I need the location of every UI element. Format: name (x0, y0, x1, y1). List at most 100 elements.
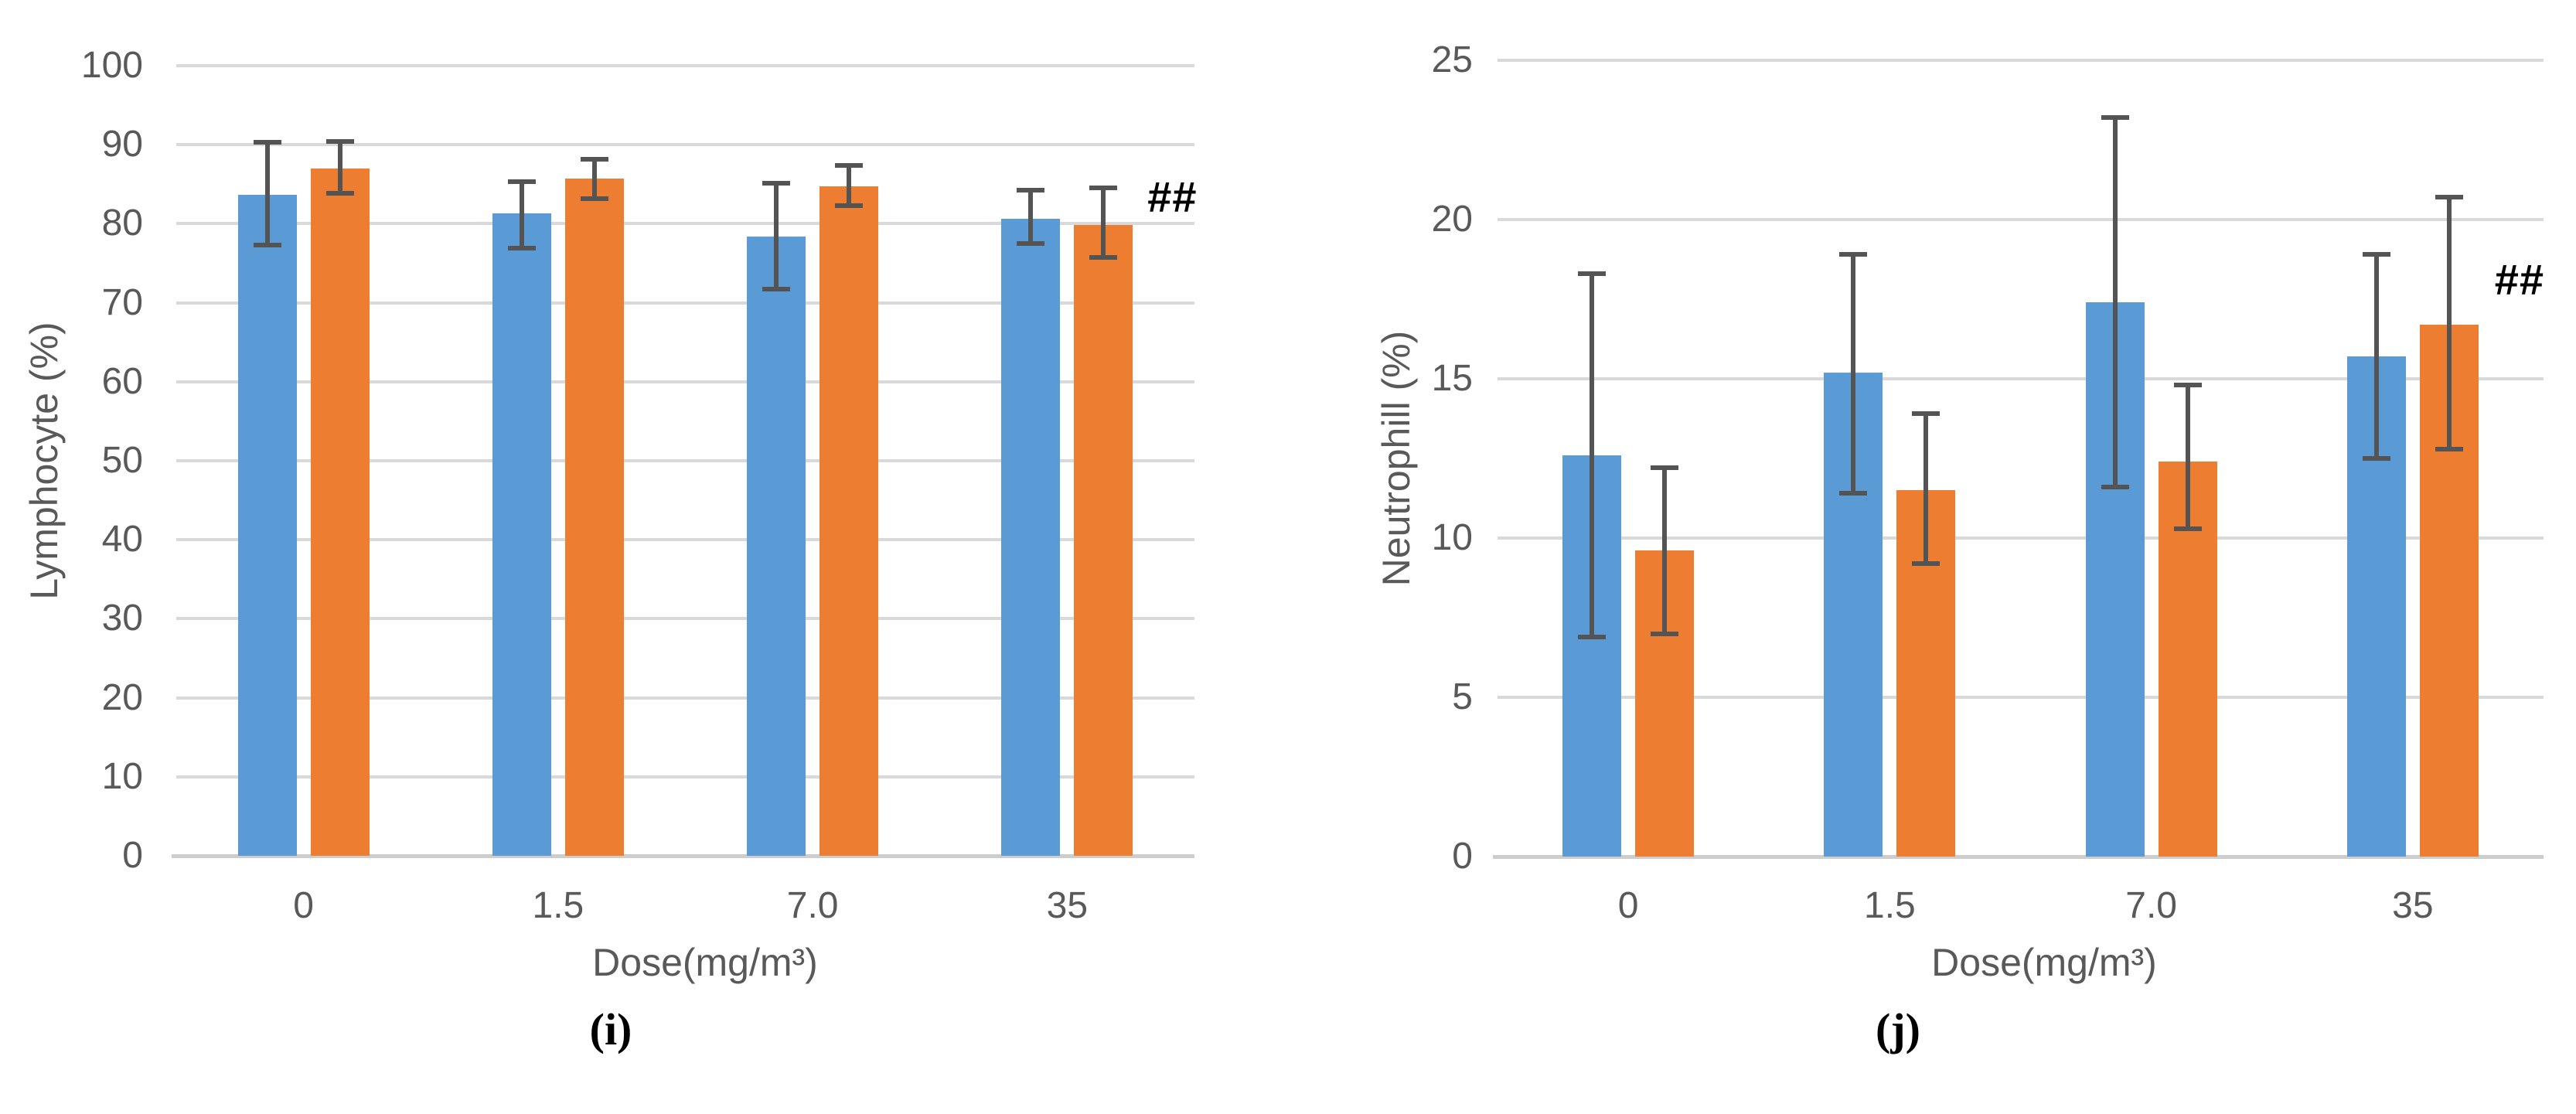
y-tick-label: 100 (80, 45, 143, 86)
gridline-90 (176, 143, 1194, 147)
panel-label-j: (j) (1876, 1004, 1920, 1054)
gridline-20 (176, 696, 1194, 700)
bar-blue-group-0 (237, 194, 297, 856)
error-bar-line (774, 183, 779, 290)
error-bar-cap-bottom (2101, 485, 2129, 490)
error-bar-cap-bottom (325, 190, 354, 196)
error-bar-cap-bottom (1017, 240, 1045, 246)
error-bar-cap-top (2173, 383, 2202, 388)
error-bar-cap-top (1912, 411, 1941, 417)
error-bar-line (519, 182, 524, 249)
error-bar-cap-top (253, 140, 281, 145)
x-axis-baseline (1493, 855, 2544, 859)
error-bar-line (1923, 414, 1929, 564)
gridline-40 (176, 538, 1194, 542)
x-tick-label: 7.0 (786, 885, 839, 926)
error-bar-line (337, 141, 342, 193)
error-bar-line (1028, 190, 1034, 244)
significance-marker: ## (1147, 172, 1198, 221)
gridline-100 (176, 64, 1194, 67)
significance-marker: ## (2494, 255, 2545, 305)
error-bar-line (1662, 468, 1668, 634)
error-bar-cap-top (2362, 252, 2390, 257)
gridline-50 (176, 459, 1194, 462)
x-tick-label: 1.5 (1864, 885, 1916, 926)
error-bar-cap-bottom (2362, 456, 2390, 461)
y-tick-label: 10 (1431, 517, 1473, 558)
y-tick-label: 0 (122, 835, 143, 876)
gridline-20 (1498, 218, 2544, 221)
bar-orange-group-2 (819, 186, 879, 856)
error-bar-cap-bottom (1912, 560, 1941, 566)
error-bar-cap-top (2435, 195, 2463, 200)
x-tick-label: 35 (1046, 885, 1089, 926)
error-bar-cap-top (1578, 271, 1607, 277)
panel-label-i: (i) (589, 1004, 632, 1054)
gridline-10 (176, 775, 1194, 778)
error-bar-cap-top (835, 162, 864, 168)
y-tick-label: 80 (101, 203, 143, 244)
error-bar-cap-bottom (835, 203, 864, 208)
error-bar-cap-top (1651, 465, 1679, 471)
error-bar-line (591, 158, 597, 199)
gridline-15 (1498, 377, 2544, 380)
bar-blue-group-2 (747, 236, 806, 856)
y-tick-label: 10 (101, 755, 143, 797)
error-bar-cap-bottom (1578, 634, 1607, 639)
error-bar-cap-bottom (507, 246, 536, 251)
gridline-80 (176, 222, 1194, 226)
error-bar-line (847, 165, 852, 206)
gridline-30 (176, 617, 1194, 621)
x-tick-label: 0 (1617, 885, 1639, 926)
error-bar-line (264, 142, 270, 245)
error-bar-cap-top (325, 139, 354, 145)
error-bar-cap-top (580, 156, 608, 162)
bar-orange-group-3 (1074, 225, 1133, 856)
gridline-60 (176, 380, 1194, 383)
bar-blue-group-1 (492, 213, 551, 856)
y-tick-label: 60 (101, 360, 143, 402)
y-tick-label: 25 (1431, 39, 1473, 80)
bar-orange-group-0 (310, 168, 370, 856)
error-bar-cap-top (507, 179, 536, 185)
y-tick-label: 90 (101, 124, 143, 165)
error-bar-cap-bottom (1651, 631, 1679, 636)
x-tick-label: 7.0 (2125, 885, 2177, 926)
error-bar-cap-bottom (2435, 446, 2463, 451)
y-tick-label: 50 (101, 440, 143, 481)
x-axis-title-dose-left: Dose(mg/m³) (592, 941, 818, 984)
error-bar-cap-bottom (253, 242, 281, 247)
error-bar-cap-top (1839, 252, 1868, 257)
gridline-5 (1498, 696, 2544, 699)
x-axis-baseline (172, 854, 1194, 858)
error-bar-cap-bottom (762, 287, 791, 292)
x-tick-label: 1.5 (532, 885, 584, 926)
y-tick-label: 30 (101, 598, 143, 639)
error-bar-cap-top (1089, 186, 1118, 191)
error-bar-cap-top (1017, 188, 1045, 193)
error-bar-cap-bottom (1839, 491, 1868, 496)
gridline-10 (1498, 537, 2544, 540)
error-bar-cap-bottom (2173, 526, 2202, 531)
x-tick-label: 0 (293, 885, 314, 926)
y-tick-label: 70 (101, 281, 143, 323)
y-tick-label: 20 (101, 676, 143, 718)
y-tick-label: 0 (1452, 836, 1473, 877)
error-bar-line (2446, 197, 2452, 449)
error-bar-line (1101, 188, 1106, 258)
error-bar-line (1590, 274, 1595, 637)
bar-orange-group-1 (564, 179, 624, 856)
y-tick-label: 40 (101, 519, 143, 560)
bar-blue-group-3 (1001, 219, 1061, 856)
error-bar-cap-bottom (580, 196, 608, 201)
error-bar-line (2112, 118, 2118, 488)
error-bar-line (2185, 385, 2190, 529)
gridline-70 (176, 301, 1194, 305)
x-tick-label: 35 (2392, 885, 2434, 926)
error-bar-cap-top (2101, 115, 2129, 121)
